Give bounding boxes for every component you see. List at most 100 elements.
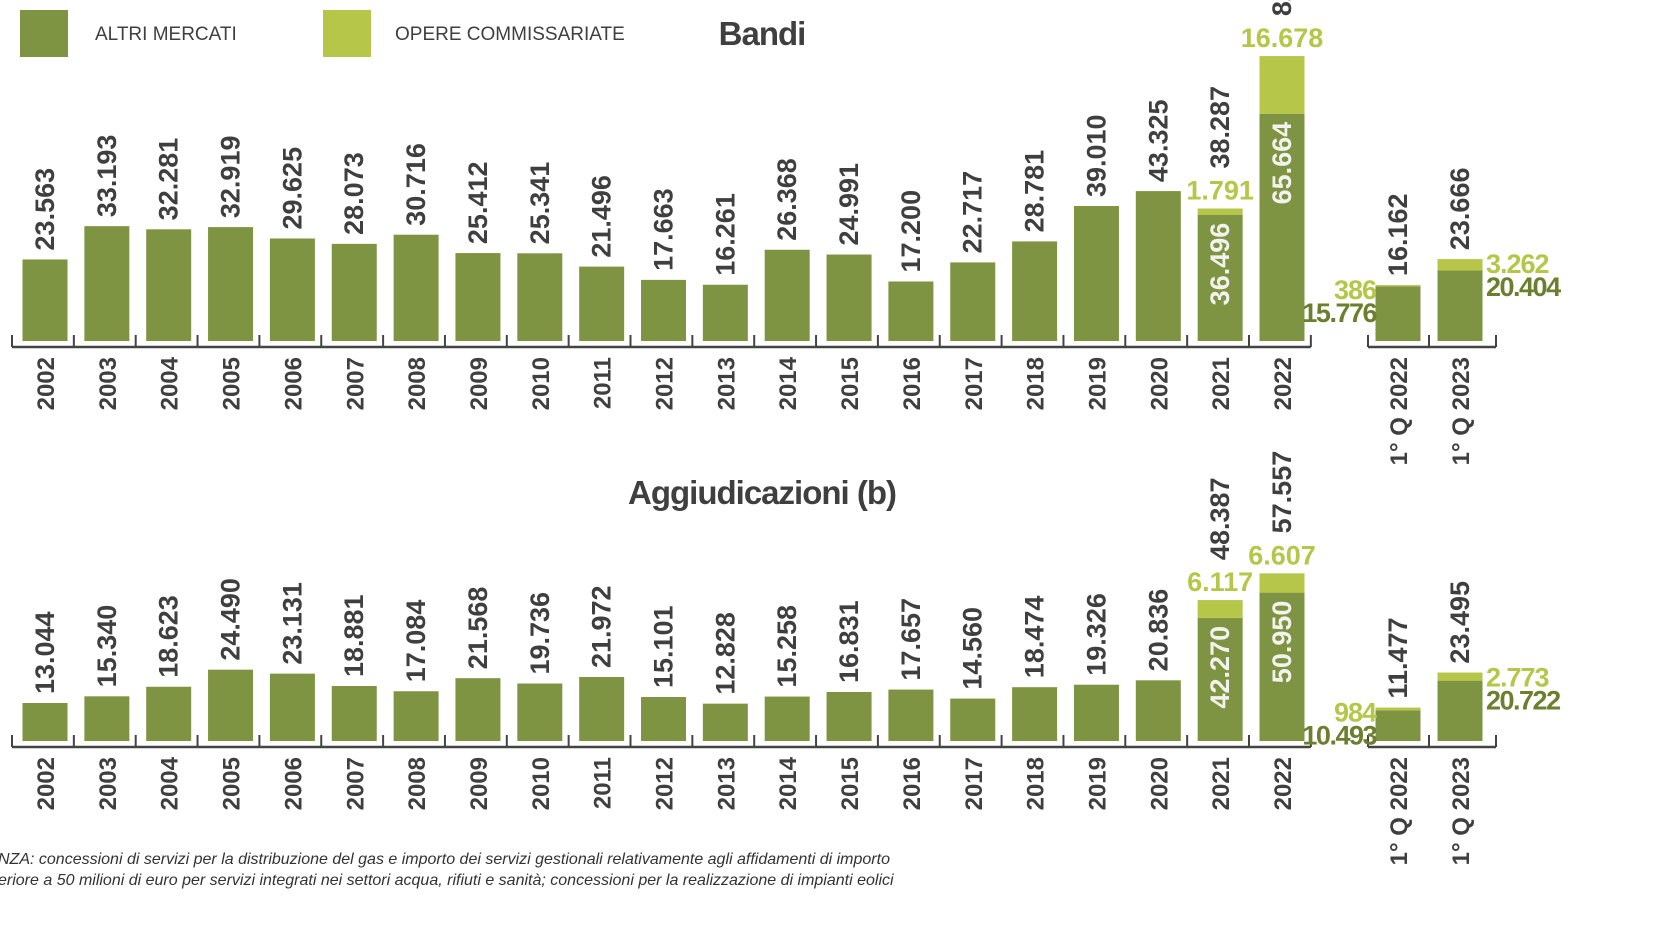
x-tick-label: 2017 — [961, 357, 988, 410]
data-label: 17.084 — [401, 600, 431, 683]
data-label: 6.607 — [1248, 540, 1316, 570]
x-tick-label: 2018 — [1023, 357, 1050, 410]
data-label: 16.831 — [834, 600, 864, 683]
legend-label: OPERE COMMISSARIATE — [395, 24, 625, 45]
data-label: 20.404 — [1486, 272, 1561, 302]
data-label: 12.828 — [710, 612, 740, 695]
x-tick-label: 2003 — [95, 757, 122, 810]
bar — [1197, 214, 1243, 341]
x-tick-label: 2006 — [280, 357, 307, 410]
data-label: 21.568 — [463, 587, 493, 670]
total-label: 23.666 — [1445, 168, 1475, 251]
legend-swatch — [323, 10, 371, 57]
chart-title: Aggiudicazioni (b) — [628, 474, 896, 511]
x-tick-label: 2020 — [1146, 357, 1173, 410]
x-tick-label: 2017 — [961, 757, 988, 810]
bar — [950, 698, 996, 741]
bar — [826, 254, 872, 341]
data-label: 39.010 — [1081, 114, 1111, 197]
data-label: 22.717 — [958, 171, 988, 254]
x-tick-label: 2002 — [33, 757, 60, 810]
data-label: 984 — [1334, 698, 1377, 728]
total-label: 82.342 — [1267, 0, 1297, 16]
bar — [84, 696, 130, 741]
bar — [1012, 687, 1058, 741]
total-label: 48.387 — [1205, 477, 1235, 560]
data-label: 20.836 — [1143, 589, 1173, 672]
data-label: 50.950 — [1267, 601, 1297, 684]
bar — [146, 686, 192, 741]
data-label: 26.368 — [772, 158, 802, 241]
data-label: 2.773 — [1486, 663, 1550, 693]
data-label: 13.044 — [30, 611, 60, 694]
x-tick-label: 2015 — [837, 357, 864, 410]
bar — [269, 238, 315, 341]
legend-label: ALTRI MERCATI — [95, 24, 237, 45]
x-tick-label: 2005 — [219, 357, 246, 410]
data-label: 15.340 — [92, 605, 122, 688]
legend-swatch — [20, 10, 68, 57]
data-label: 25.412 — [463, 161, 493, 244]
bar — [331, 686, 377, 741]
x-tick-label: 2007 — [342, 357, 369, 410]
data-label: 32.281 — [154, 138, 184, 221]
bar — [1437, 259, 1483, 271]
bar — [888, 689, 934, 741]
data-label: 6.117 — [1187, 567, 1253, 597]
bar — [1012, 241, 1058, 341]
x-tick-label: 2013 — [713, 757, 740, 810]
bar — [1259, 573, 1305, 593]
bar — [455, 678, 501, 741]
total-label: 16.162 — [1383, 193, 1413, 276]
bar — [1375, 286, 1421, 341]
x-tick-label: 2009 — [466, 357, 493, 410]
total-label: 23.495 — [1445, 581, 1475, 664]
data-label: 18.881 — [339, 594, 369, 677]
x-tick-label: 2016 — [899, 357, 926, 410]
x-tick-label: 2020 — [1146, 757, 1173, 810]
bar — [331, 243, 377, 341]
bar — [146, 229, 192, 341]
x-tick-label: 2010 — [528, 357, 555, 410]
data-label: 30.716 — [401, 143, 431, 226]
x-tick-label: 2019 — [1084, 757, 1111, 810]
x-tick-label: 2006 — [280, 757, 307, 810]
bar — [1197, 617, 1243, 741]
bar — [764, 696, 810, 741]
bar — [888, 281, 934, 341]
data-label: 14.560 — [958, 607, 988, 690]
chart-title: Bandi — [719, 15, 806, 52]
bar — [826, 691, 872, 741]
bar — [1375, 707, 1421, 711]
x-tick-label: 2021 — [1208, 357, 1235, 410]
bar — [393, 691, 439, 741]
x-tick-label: 2014 — [775, 756, 802, 810]
data-label: 32.919 — [216, 135, 246, 218]
x-tick-label: 1° Q 2023 — [1448, 357, 1475, 465]
x-tick-label: 1° Q 2022 — [1386, 757, 1413, 865]
x-tick-label: 2021 — [1208, 757, 1235, 810]
x-tick-label: 2016 — [899, 757, 926, 810]
x-tick-label: 2004 — [157, 356, 184, 410]
x-tick-label: 2010 — [528, 757, 555, 810]
data-label: 15.101 — [649, 605, 679, 688]
data-label: 1.791 — [1186, 176, 1254, 206]
data-label: 24.490 — [216, 578, 246, 661]
x-tick-label: 1° Q 2022 — [1386, 357, 1413, 465]
data-label: 36.496 — [1205, 223, 1235, 306]
bar — [1375, 285, 1421, 287]
data-label: 10.493 — [1302, 721, 1377, 751]
data-label: 20.722 — [1486, 686, 1560, 716]
data-label: 16.678 — [1241, 23, 1324, 53]
bar — [1135, 191, 1181, 341]
bar — [1259, 592, 1305, 741]
data-label: 21.972 — [587, 585, 617, 668]
x-tick-label: 2022 — [1270, 357, 1297, 410]
bar — [1135, 680, 1181, 741]
data-label: 25.341 — [525, 162, 555, 245]
data-label: 15.258 — [772, 605, 802, 688]
data-label: 18.474 — [1020, 596, 1050, 679]
bar — [1375, 710, 1421, 741]
data-label: 21.496 — [587, 175, 617, 258]
